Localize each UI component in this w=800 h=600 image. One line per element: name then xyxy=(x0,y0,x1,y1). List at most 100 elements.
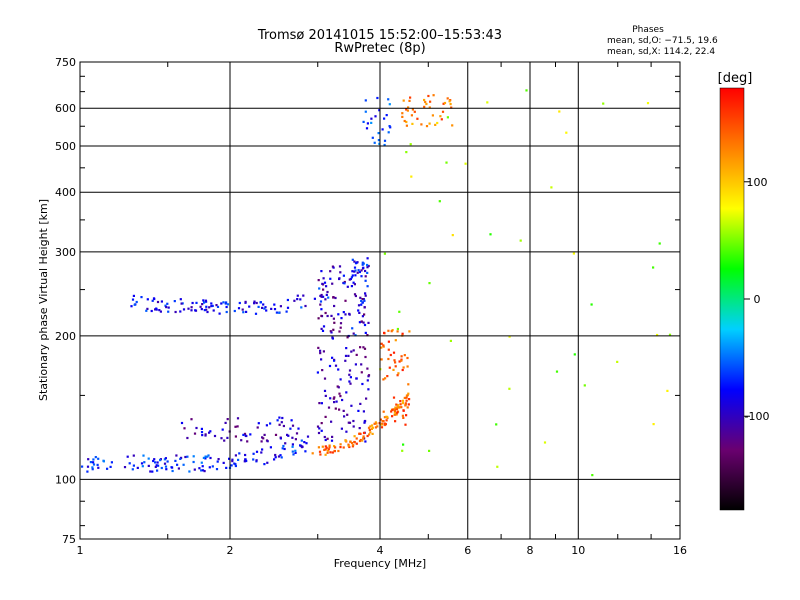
data-point xyxy=(380,358,383,361)
data-point xyxy=(94,456,97,459)
data-point xyxy=(270,307,273,310)
data-point xyxy=(273,458,276,461)
data-point xyxy=(351,258,354,261)
data-point xyxy=(394,339,397,342)
data-point xyxy=(325,285,328,288)
data-point xyxy=(334,296,337,300)
data-point xyxy=(383,331,386,334)
data-point xyxy=(202,299,205,302)
data-point xyxy=(324,415,327,418)
data-point xyxy=(246,440,249,443)
data-point xyxy=(394,406,397,409)
data-point xyxy=(376,425,379,428)
data-point xyxy=(92,463,96,466)
data-point xyxy=(320,308,323,311)
data-point xyxy=(396,327,399,331)
data-point xyxy=(163,462,167,465)
data-point xyxy=(194,309,197,312)
data-point xyxy=(393,408,396,411)
data-point xyxy=(155,464,158,467)
data-point xyxy=(423,98,426,102)
data-point xyxy=(320,402,323,405)
data-point xyxy=(441,110,445,113)
data-point xyxy=(337,449,340,453)
data-point xyxy=(202,456,205,459)
data-point xyxy=(257,305,260,308)
data-point xyxy=(226,436,229,439)
data-point xyxy=(410,114,413,117)
data-point xyxy=(387,98,390,101)
data-point xyxy=(286,298,289,302)
data-point xyxy=(326,314,329,318)
y-tick-label: 200 xyxy=(55,330,76,343)
data-point xyxy=(377,139,380,142)
data-point xyxy=(362,120,365,123)
data-point xyxy=(183,427,186,430)
data-point xyxy=(156,461,159,464)
data-point xyxy=(329,270,332,273)
data-point xyxy=(266,440,269,443)
data-point xyxy=(432,94,435,97)
data-point xyxy=(348,421,352,424)
data-point xyxy=(407,403,410,406)
data-point xyxy=(284,442,287,445)
data-point xyxy=(602,102,605,105)
data-point xyxy=(353,283,356,286)
data-point xyxy=(406,109,409,112)
data-point xyxy=(400,355,403,358)
data-point xyxy=(179,457,182,460)
data-point xyxy=(360,275,363,278)
data-point xyxy=(324,438,327,442)
data-point xyxy=(352,425,355,428)
data-point xyxy=(399,403,402,406)
data-point xyxy=(366,285,369,288)
data-point xyxy=(158,309,161,312)
data-point xyxy=(360,303,363,306)
data-point xyxy=(203,301,206,304)
y-tick-label: 75 xyxy=(62,533,76,546)
data-point xyxy=(363,420,366,423)
data-point xyxy=(403,119,406,123)
data-point xyxy=(319,294,322,297)
data-point xyxy=(209,430,212,433)
data-point xyxy=(200,431,204,434)
data-point xyxy=(350,276,353,279)
data-point xyxy=(244,458,247,461)
colorbar-tick-label: -100 xyxy=(745,410,770,423)
data-point xyxy=(123,466,127,469)
y-tick-label: 300 xyxy=(55,246,76,259)
data-point xyxy=(407,106,410,109)
data-point xyxy=(130,305,133,308)
data-point xyxy=(365,127,369,130)
data-point xyxy=(361,315,364,318)
data-point xyxy=(322,295,325,298)
data-point xyxy=(133,303,136,306)
data-point xyxy=(385,114,388,117)
data-point xyxy=(352,281,355,284)
data-point xyxy=(159,310,162,313)
data-point xyxy=(428,282,431,285)
data-point xyxy=(363,306,366,309)
data-point xyxy=(354,294,357,298)
data-point xyxy=(374,426,377,429)
data-point xyxy=(180,302,183,305)
data-point xyxy=(330,314,333,317)
data-point xyxy=(399,400,402,403)
data-point xyxy=(408,398,411,401)
data-point xyxy=(445,161,448,164)
data-point xyxy=(236,417,240,420)
data-point xyxy=(367,374,371,377)
data-point xyxy=(380,426,384,429)
data-point xyxy=(274,456,277,459)
data-point xyxy=(424,100,427,104)
data-point xyxy=(318,427,321,430)
data-point xyxy=(405,124,408,127)
chart-title: Tromsø 20141015 15:52:00–15:53:43 xyxy=(257,28,502,43)
data-point xyxy=(396,330,399,333)
data-point xyxy=(333,321,336,324)
data-point xyxy=(364,294,367,297)
data-point xyxy=(387,131,390,134)
data-point xyxy=(405,414,408,417)
data-point xyxy=(179,310,182,313)
data-point xyxy=(658,242,661,245)
